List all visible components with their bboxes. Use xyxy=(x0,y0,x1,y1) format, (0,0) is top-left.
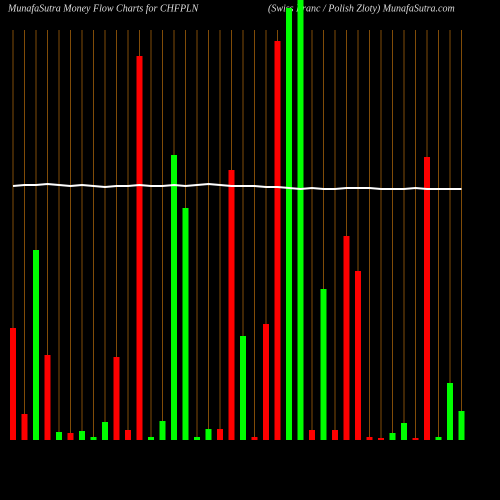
bar xyxy=(447,383,453,440)
bar xyxy=(56,432,62,440)
bar xyxy=(205,429,212,440)
bar xyxy=(309,430,315,440)
bar xyxy=(194,437,200,440)
money-flow-line xyxy=(12,182,462,191)
bar xyxy=(67,433,74,440)
bar xyxy=(90,437,97,440)
bar xyxy=(228,170,235,440)
bar xyxy=(102,422,108,440)
bar xyxy=(297,0,304,440)
bar xyxy=(378,438,384,440)
chart-subtitle: (Swiss Franc / Polish Zloty) MunafaSutra… xyxy=(268,3,455,14)
bar xyxy=(240,336,246,440)
chart-title: MunafaSutra Money Flow Charts for CHFPLN xyxy=(7,3,200,14)
bar xyxy=(182,208,189,440)
bar xyxy=(217,429,223,440)
bar xyxy=(125,430,131,440)
bar xyxy=(148,437,154,440)
bar xyxy=(286,8,292,440)
bar xyxy=(389,433,396,440)
bar xyxy=(113,357,120,440)
bar xyxy=(320,289,327,440)
bar xyxy=(171,155,177,440)
bar xyxy=(251,437,258,440)
bar xyxy=(412,438,419,440)
bar xyxy=(366,437,373,440)
bar xyxy=(401,423,407,440)
bar xyxy=(44,355,51,440)
bar xyxy=(21,414,28,440)
bar xyxy=(10,328,16,440)
bar xyxy=(263,324,269,440)
bar xyxy=(435,437,442,440)
bar xyxy=(355,271,361,440)
bar xyxy=(332,430,338,440)
bar xyxy=(33,250,39,440)
bar xyxy=(274,41,281,440)
bar xyxy=(458,411,465,440)
bar xyxy=(136,56,143,440)
bar xyxy=(79,431,85,440)
bar xyxy=(159,421,166,440)
bar xyxy=(343,236,350,440)
bar xyxy=(424,157,430,440)
